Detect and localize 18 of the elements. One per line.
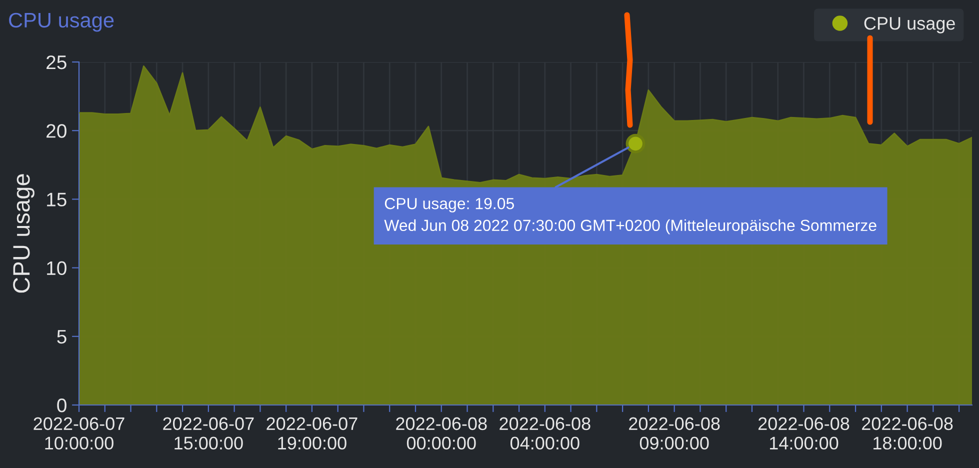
annotation: CPU usage: 19.05 Wed Jun 08 2022 07:30:00 GMT+0200 (Mitteleuropäische Sommerze bbox=[384, 198, 876, 234]
y-tick-label: 15 bbox=[47, 192, 66, 206]
y-tick-label: 0 bbox=[57, 398, 66, 412]
x-tick-label: 2022-06-08 09:00:00 bbox=[629, 417, 720, 450]
y-axis-title: CPU usage bbox=[13, 174, 34, 293]
x-tick-label: 2022-06-08 18:00:00 bbox=[862, 417, 953, 450]
chart-title: CPU usage bbox=[9, 12, 114, 32]
legend-label: CPU usage bbox=[864, 16, 955, 34]
x-tick-label: 2022-06-07 15:00:00 bbox=[163, 417, 254, 450]
y-tick-label: 20 bbox=[46, 124, 66, 138]
x-tick-label: 2022-06-08 04:00:00 bbox=[500, 417, 590, 450]
x-tick-label: 2022-06-08 00:00:00 bbox=[396, 417, 487, 450]
x-tick-label: 2022-06-08 14:00:00 bbox=[758, 417, 850, 450]
x-tick-label: 2022-06-07 19:00:00 bbox=[266, 417, 358, 450]
y-tick-label: 5 bbox=[57, 330, 66, 344]
y-tick-label: 10 bbox=[47, 261, 66, 276]
x-tick-label: 2022-06-07 10:00:00 bbox=[34, 417, 124, 450]
y-tick-label: 25 bbox=[46, 55, 66, 70]
